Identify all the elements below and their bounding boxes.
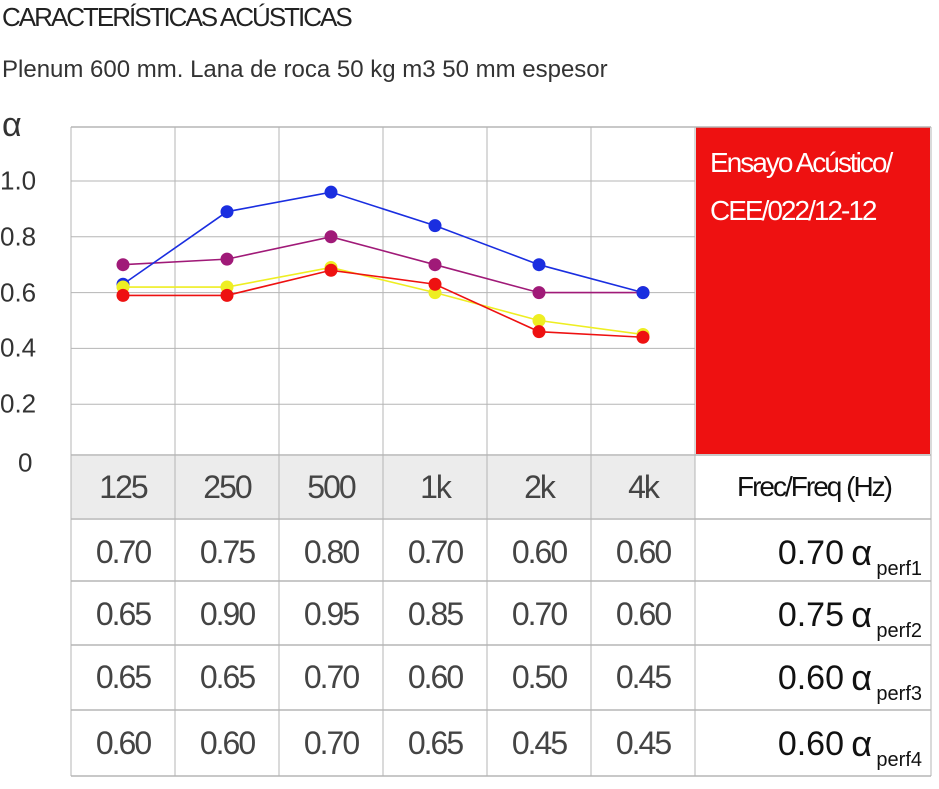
test-report-line2: CEE/022/12-12	[710, 195, 877, 226]
freq-header-cell: 500	[279, 456, 383, 518]
perf-subscript: perf3	[876, 683, 922, 705]
value-cell: 0.65	[95, 658, 152, 695]
series-line	[123, 266, 644, 336]
value-cell: 0.60	[95, 724, 152, 761]
page-subtitle: Plenum 600 mm. Lana de roca 50 kg m3 50 …	[2, 56, 608, 83]
perf-number: 0.60	[777, 659, 844, 697]
value-cell: 0.95	[303, 595, 360, 632]
value-cell: 0.45	[615, 724, 672, 761]
data-point	[636, 330, 650, 344]
y-tick-label: 0.8	[0, 221, 37, 252]
freq-header-cell: 1k	[383, 456, 487, 518]
perf-subscript: perf2	[876, 620, 922, 642]
value-cell: 0.65	[95, 595, 152, 632]
value-cell: 0.60	[407, 658, 464, 695]
data-point	[324, 263, 338, 277]
value-cell: 0.60	[615, 533, 672, 570]
y-tick-label: 0.4	[0, 332, 37, 363]
freq-header-cell: 125	[71, 456, 175, 518]
value-cell: 0.70	[511, 595, 568, 632]
freq-unit-label: Frec/Freq (Hz)	[737, 471, 893, 502]
data-point	[116, 258, 130, 272]
data-point	[220, 205, 234, 219]
perf-alpha: α	[851, 532, 872, 573]
data-point	[532, 314, 546, 327]
freq-header-cell: 250	[175, 456, 279, 518]
value-cell: 0.60	[511, 533, 568, 570]
data-point	[532, 325, 546, 339]
value-cell: 0.50	[511, 658, 568, 695]
freq-header-cell: 2k	[487, 456, 591, 518]
perf-value: 0.70 α perf1	[696, 522, 932, 582]
page-title: CARACTERÍSTICAS ACÚSTICAS	[2, 2, 353, 32]
perf-subscript: perf4	[876, 749, 922, 771]
data-point	[636, 286, 650, 300]
value-cell: 0.70	[303, 724, 360, 761]
value-cell: 0.60	[615, 595, 672, 632]
value-cell: 0.80	[303, 533, 360, 570]
value-cell: 0.45	[511, 724, 568, 761]
data-point	[220, 288, 234, 302]
data-point	[116, 288, 130, 302]
data-point	[428, 277, 442, 291]
y-tick-label: 0.6	[0, 277, 37, 308]
y-tick-label: 0	[18, 447, 33, 478]
value-cell: 0.60	[199, 724, 256, 761]
perf-alpha: α	[851, 657, 872, 698]
perf-value: 0.60 α perf4	[696, 713, 932, 773]
y-axis-symbol: α	[2, 106, 22, 144]
perf-subscript: perf1	[876, 558, 922, 580]
freq-header-cell: 4k	[591, 456, 695, 518]
value-cell: 0.90	[199, 595, 256, 632]
value-cell: 0.70	[95, 533, 152, 570]
test-report-line1: Ensayo Acústico/	[710, 147, 893, 178]
perf-number: 0.75	[777, 596, 844, 634]
data-point	[532, 258, 546, 272]
perf-alpha: α	[851, 594, 872, 635]
value-cell: 0.70	[407, 533, 464, 570]
value-cell: 0.70	[303, 658, 360, 695]
y-tick-label: 0.2	[0, 388, 37, 419]
perf-value: 0.75 α perf2	[696, 584, 932, 644]
value-cell: 0.65	[407, 724, 464, 761]
series-line	[123, 269, 644, 339]
value-cell: 0.75	[199, 533, 256, 570]
perf-number: 0.60	[777, 725, 844, 763]
perf-number: 0.70	[777, 534, 844, 572]
perf-value: 0.60 α perf3	[696, 647, 932, 707]
perf-alpha: α	[851, 723, 872, 764]
data-point	[324, 185, 338, 199]
series-line	[122, 191, 644, 294]
value-cell: 0.65	[199, 658, 256, 695]
data-point	[428, 219, 442, 233]
data-point	[428, 258, 442, 272]
data-point	[532, 286, 546, 300]
value-cell: 0.45	[615, 658, 672, 695]
data-point	[324, 230, 338, 244]
series-line	[122, 235, 643, 294]
data-point	[220, 252, 234, 266]
value-cell: 0.85	[407, 595, 464, 632]
test-report-box: Ensayo Acústico/ CEE/022/12-12	[696, 127, 930, 454]
y-tick-label: 1.0	[0, 165, 37, 196]
